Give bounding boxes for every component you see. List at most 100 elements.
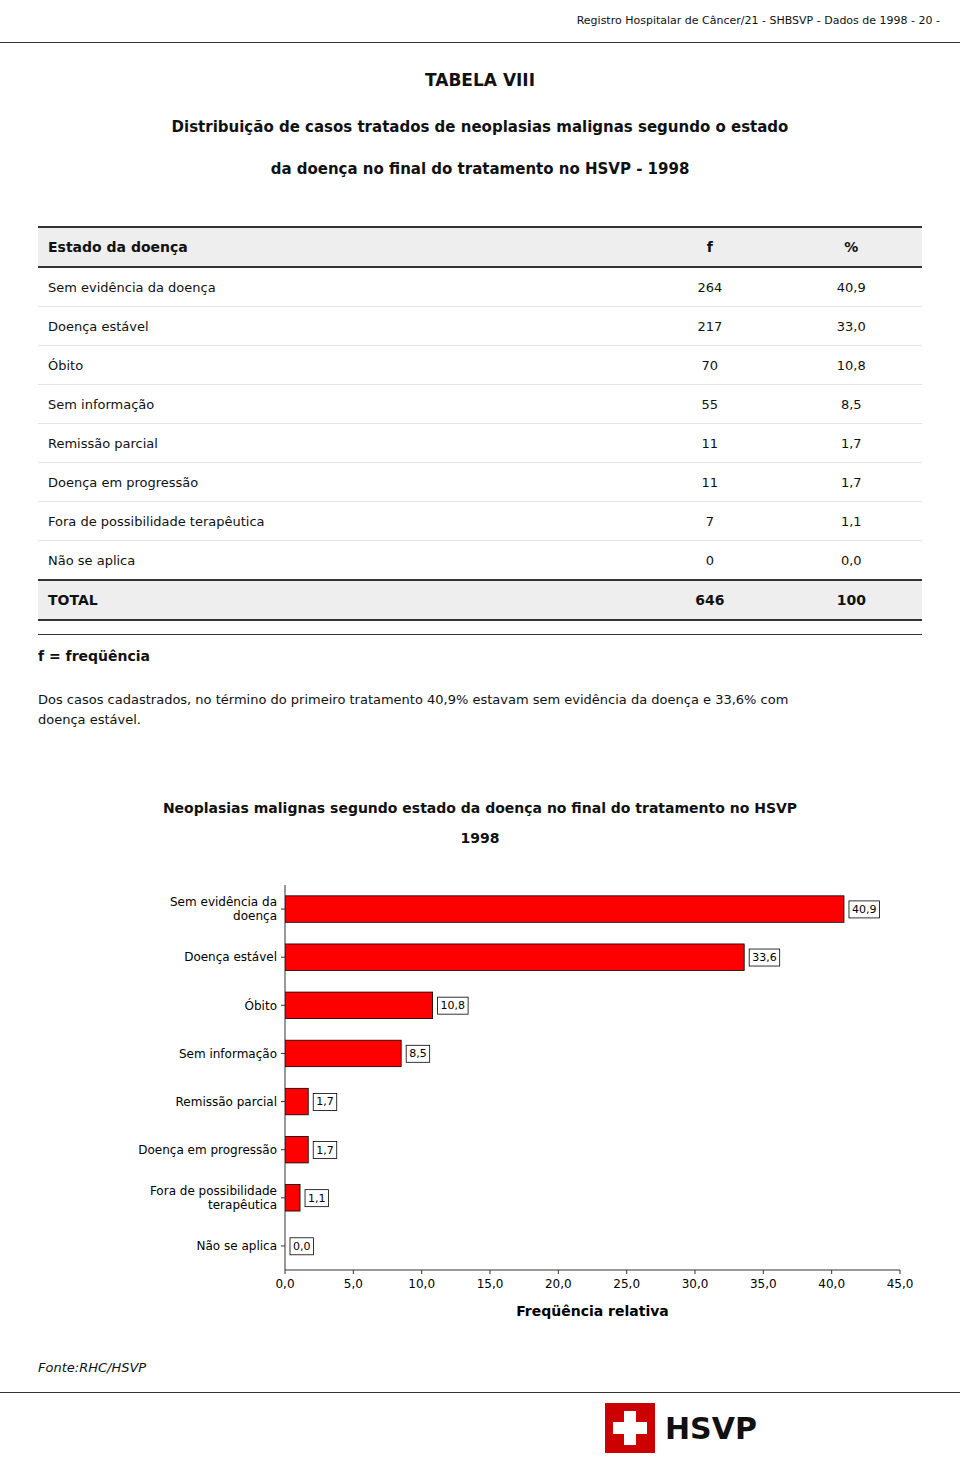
table-cell: 1,7 [781, 424, 922, 463]
data-label-box [290, 1238, 314, 1255]
table-row: TOTAL646100 [38, 580, 922, 620]
x-tick-label: 10,0 [408, 1277, 435, 1291]
table-cell: f [639, 227, 780, 267]
data-label-group: 8,5 [406, 1045, 430, 1062]
table-cell: 0,0 [781, 541, 922, 581]
table-cell: Doença estável [38, 307, 639, 346]
table-cell: 55 [639, 385, 780, 424]
data-label: 1,1 [308, 1192, 326, 1205]
category-label: Doença estável [184, 950, 277, 964]
category-line: doença [233, 909, 277, 923]
data-label-box [749, 949, 780, 966]
data-label: 40,9 [852, 903, 877, 916]
logo-text: HSVP [665, 1411, 757, 1446]
table-cell: Não se aplica [38, 541, 639, 581]
table: Estado da doençaf%Sem evidência da doenç… [38, 226, 922, 621]
source: Fonte:RHC/HSVP [38, 1360, 146, 1375]
table-cell: 70 [639, 346, 780, 385]
table-row: Remissão parcial111,7 [38, 424, 922, 463]
y-tick [281, 1149, 285, 1150]
data-label-box [305, 1190, 329, 1207]
category-label: Remissão parcial [176, 1095, 277, 1109]
category-line: Sem evidência da [170, 895, 277, 909]
bar [285, 944, 744, 970]
page: Registro Hospitalar de Câncer/21 - SHBSV… [0, 0, 960, 1461]
table-cell: 40,9 [781, 267, 922, 307]
table-cell: % [781, 227, 922, 267]
x-tick [490, 1270, 491, 1274]
y-tick [281, 1197, 285, 1198]
table-cell: 33,0 [781, 307, 922, 346]
category-line: Doença estável [184, 950, 277, 964]
category-label: Óbito [245, 998, 277, 1013]
data-label-group: 0,0 [290, 1238, 314, 1255]
data-label-group: 1,7 [313, 1142, 337, 1159]
logo-cross [605, 1403, 655, 1453]
category-label: Doença em progressão [138, 1143, 277, 1157]
x-tick-label: 5,0 [344, 1277, 363, 1291]
x-axis [285, 1270, 900, 1271]
table-cell: 1,7 [781, 463, 922, 502]
x-tick [558, 1270, 559, 1274]
data-label: 8,5 [409, 1047, 427, 1060]
chart-subtitle: 1998 [48, 830, 912, 846]
data-label-box [313, 1142, 337, 1159]
table-row: Não se aplica00,0 [38, 541, 922, 581]
data-label: 10,8 [441, 999, 466, 1012]
table-row: Estado da doençaf% [38, 227, 922, 267]
bar [285, 1088, 308, 1114]
data-label: 33,6 [752, 951, 777, 964]
data-label-box [438, 997, 469, 1014]
table-cell: Doença em progressão [38, 463, 639, 502]
table-row: Fora de possibilidade terapêutica71,1 [38, 502, 922, 541]
table-cell: 0 [639, 541, 780, 581]
table-row: Sem evidência da doença26440,9 [38, 267, 922, 307]
y-tick [281, 1053, 285, 1054]
y-tick [281, 1245, 285, 1246]
table-cell: 264 [639, 267, 780, 307]
x-tick-label: 25,0 [613, 1277, 640, 1291]
category-line: Remissão parcial [176, 1095, 277, 1109]
bar [285, 896, 844, 922]
x-tick-label: 40,0 [818, 1277, 845, 1291]
x-tick-label: 15,0 [477, 1277, 504, 1291]
x-tick-label: 35,0 [750, 1277, 777, 1291]
category-line: terapêutica [208, 1198, 277, 1212]
table-row: Sem informação558,5 [38, 385, 922, 424]
x-tick [353, 1270, 354, 1274]
table-cell: 1,1 [781, 502, 922, 541]
table-row: Óbito7010,8 [38, 346, 922, 385]
table-cell: Estado da doença [38, 227, 639, 267]
category-line: Sem informação [179, 1047, 277, 1061]
table-cell: 217 [639, 307, 780, 346]
data-label-group: 40,9 [849, 901, 880, 918]
table-cell: 8,5 [781, 385, 922, 424]
bar [285, 992, 433, 1018]
data-label-box [406, 1045, 430, 1062]
title: Distribuição de casos tratados de neopla… [48, 118, 912, 136]
header-rule [0, 42, 960, 43]
data-label-box [849, 901, 880, 918]
data-label: 1,7 [316, 1095, 334, 1108]
table-cell: 7 [639, 502, 780, 541]
y-axis [285, 885, 286, 1270]
header-text: Registro Hospitalar de Câncer/21 - SHBSV… [577, 14, 940, 27]
data-label-group: 33,6 [749, 949, 780, 966]
category-line: Doença em progressão [138, 1143, 277, 1157]
table-cell: Sem informação [38, 385, 639, 424]
data-label: 1,7 [316, 1144, 334, 1157]
category-label: Não se aplica [196, 1239, 277, 1253]
table-cell: Óbito [38, 346, 639, 385]
category-label: Fora de possibilidadeterapêutica [150, 1184, 277, 1212]
x-tick [831, 1270, 832, 1274]
x-tick [900, 1270, 901, 1274]
data-label-group: 10,8 [438, 997, 469, 1014]
x-tick-label: 20,0 [545, 1277, 572, 1291]
bar [285, 1185, 300, 1211]
table-cell: 646 [639, 580, 780, 620]
table-cell: 11 [639, 463, 780, 502]
data-label: 0,0 [293, 1240, 311, 1253]
table-cell: Remissão parcial [38, 424, 639, 463]
table-cell: 10,8 [781, 346, 922, 385]
bar [285, 1040, 401, 1066]
